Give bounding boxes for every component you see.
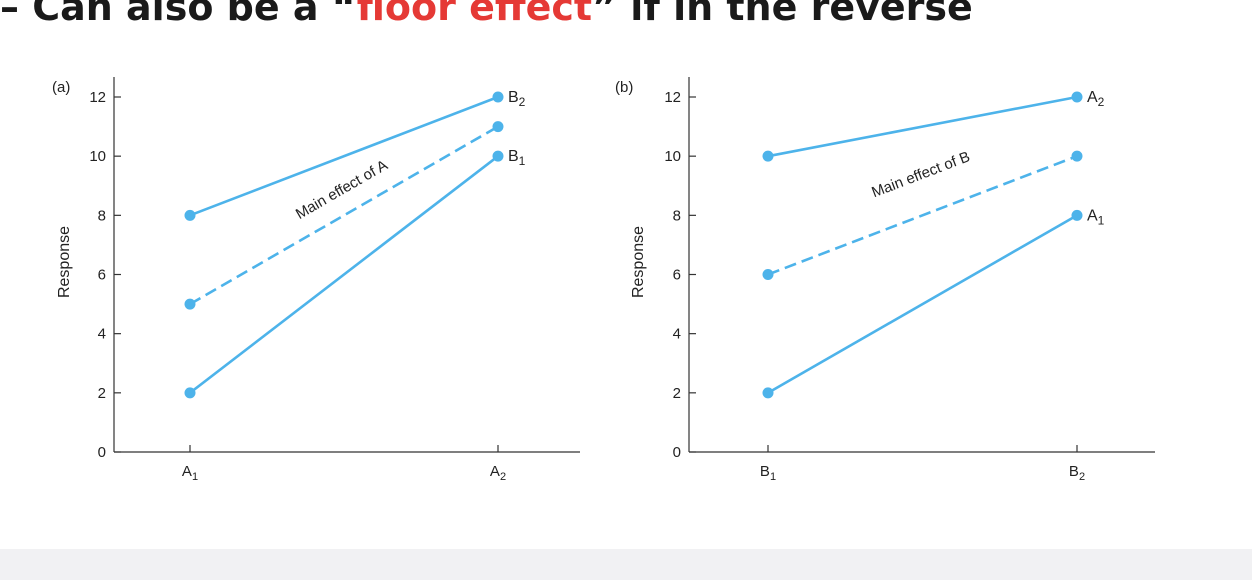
- series-line: [767, 95, 1078, 158]
- series-label-text: B: [508, 89, 519, 106]
- series-label-subscript: 1: [519, 154, 526, 168]
- bottom-bar: [0, 549, 1252, 580]
- x-tick-label-subscript: 1: [192, 471, 198, 483]
- series-label-subscript: 2: [519, 95, 526, 109]
- heading-prefix: – Can also be a “: [0, 0, 357, 29]
- y-axis-label: Response: [56, 226, 73, 298]
- x-tick-label: B2: [1069, 463, 1085, 483]
- y-tick-label: 0: [673, 444, 681, 461]
- panel-label: (a): [52, 79, 70, 96]
- x-tick-label-subscript: 2: [1079, 471, 1085, 483]
- y-tick-label: 8: [98, 207, 106, 224]
- heading-suffix: ” if in the reverse: [592, 0, 973, 29]
- x-tick-label-text: B: [1069, 463, 1079, 480]
- series-label: A2: [1087, 89, 1105, 109]
- data-point: [1071, 209, 1083, 221]
- series-line-dashed: [767, 154, 1078, 276]
- data-point: [184, 298, 196, 310]
- data-point: [492, 150, 504, 162]
- series-line-dashed: [189, 125, 499, 306]
- x-tick-label-subscript: 2: [500, 471, 506, 483]
- series-label-text: A: [1087, 89, 1098, 106]
- data-point: [492, 91, 504, 103]
- series-label-text: A: [1087, 207, 1098, 224]
- heading-highlight: floor effect: [356, 0, 593, 29]
- y-tick-label: 12: [89, 89, 106, 106]
- y-tick-label: 4: [98, 326, 106, 343]
- y-tick-label: 12: [664, 89, 681, 106]
- series-label: A1: [1087, 207, 1105, 227]
- x-tick-label: B1: [760, 463, 776, 483]
- main-effect-annotation: Main effect of B: [869, 148, 972, 201]
- slide-heading: – Can also be a “floor effect” if in the…: [0, 0, 1252, 36]
- y-tick-label: 0: [98, 444, 106, 461]
- x-tick-label: A2: [490, 463, 506, 483]
- y-tick-label: 2: [98, 385, 106, 402]
- data-point: [762, 269, 774, 280]
- data-point: [184, 209, 196, 221]
- y-tick-label: 6: [673, 267, 681, 284]
- y-tick-label: 10: [664, 148, 681, 165]
- series-line: [189, 95, 499, 217]
- series-label-subscript: 1: [1098, 213, 1105, 227]
- y-axis-label: Response: [630, 226, 647, 298]
- y-tick-label: 8: [673, 207, 681, 224]
- data-point: [492, 121, 504, 133]
- data-point: [762, 150, 774, 162]
- series-label: B1: [508, 148, 526, 168]
- panel-label: (b): [615, 79, 633, 96]
- x-tick-label-text: A: [490, 463, 500, 480]
- main-effect-annotation: Main effect of A: [293, 157, 391, 223]
- series-label-subscript: 2: [1098, 95, 1105, 109]
- y-tick-label: 10: [89, 148, 106, 165]
- x-tick-label-text: A: [182, 463, 192, 480]
- data-point: [184, 387, 196, 399]
- data-point: [762, 387, 774, 399]
- data-point: [1071, 150, 1083, 162]
- data-point: [1071, 91, 1083, 103]
- series-line: [767, 214, 1078, 394]
- series-label: B2: [508, 89, 526, 109]
- x-tick-label-subscript: 1: [770, 471, 776, 483]
- y-tick-label: 2: [673, 385, 681, 402]
- y-tick-label: 6: [98, 267, 106, 284]
- y-tick-label: 4: [673, 326, 681, 343]
- series-line: [189, 155, 499, 394]
- x-tick-label: A1: [182, 463, 198, 483]
- series-label-text: B: [508, 148, 519, 165]
- x-tick-label-text: B: [760, 463, 770, 480]
